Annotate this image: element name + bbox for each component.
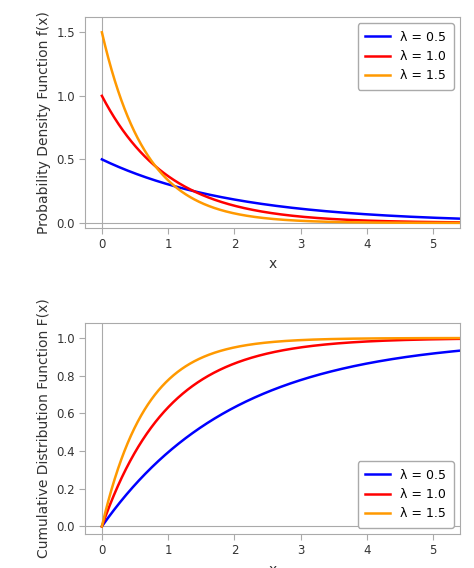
λ = 1.5 [264,215,269,222]
λ = 1.0 [447,336,452,343]
λ = 0.5 [264,389,269,396]
λ = 1.5 [457,219,463,226]
Line: λ = 1.0: λ = 1.0 [102,96,460,222]
λ = 1.0 [264,350,269,357]
λ = 1.5 [447,335,452,341]
Line: λ = 0.5: λ = 0.5 [102,350,460,527]
λ = 1.0 [447,219,452,225]
λ = 0.5 [447,348,452,355]
Legend: λ = 0.5, λ = 1.0, λ = 1.5: λ = 0.5, λ = 1.0, λ = 1.5 [357,461,454,528]
λ = 0.5 [99,523,105,530]
Line: λ = 0.5: λ = 0.5 [102,160,460,219]
λ = 0.5 [99,156,105,163]
λ = 1.5 [447,219,452,226]
X-axis label: x: x [268,563,277,568]
λ = 1.0 [447,336,452,343]
λ = 1.5 [447,219,452,226]
λ = 0.5 [457,347,463,354]
Y-axis label: Probability Density Function f(x): Probability Density Function f(x) [36,11,51,234]
λ = 1.0 [99,93,105,99]
λ = 0.5 [381,357,386,364]
λ = 1.0 [273,210,279,217]
Line: λ = 1.0: λ = 1.0 [102,339,460,527]
λ = 1.0 [117,478,123,485]
λ = 1.0 [273,348,279,355]
λ = 1.0 [381,218,386,224]
X-axis label: x: x [268,257,277,271]
λ = 1.5 [99,523,105,530]
λ = 1.5 [381,219,386,226]
λ = 1.0 [264,209,269,216]
λ = 1.5 [381,335,386,342]
Y-axis label: Cumulative Distribution Function F(x): Cumulative Distribution Function F(x) [36,299,51,558]
Line: λ = 1.5: λ = 1.5 [102,338,460,527]
λ = 1.5 [117,459,123,466]
λ = 1.5 [264,339,269,346]
λ = 1.5 [457,335,463,341]
λ = 1.5 [117,93,123,100]
λ = 1.0 [381,337,386,344]
Line: λ = 1.5: λ = 1.5 [102,32,460,223]
λ = 1.0 [457,219,463,225]
Legend: λ = 0.5, λ = 1.0, λ = 1.5: λ = 0.5, λ = 1.0, λ = 1.5 [357,23,454,90]
λ = 0.5 [447,215,452,222]
λ = 0.5 [381,212,386,219]
λ = 1.0 [447,219,452,225]
λ = 1.0 [117,123,123,130]
λ = 1.5 [273,339,279,345]
λ = 0.5 [447,348,452,355]
λ = 0.5 [447,215,452,222]
λ = 1.0 [457,336,463,343]
λ = 0.5 [457,215,463,222]
λ = 1.0 [99,523,105,530]
λ = 1.5 [273,216,279,223]
λ = 0.5 [273,202,279,209]
λ = 0.5 [117,499,123,506]
λ = 0.5 [273,385,279,392]
λ = 1.5 [99,29,105,36]
λ = 1.5 [447,335,452,341]
λ = 0.5 [117,164,123,171]
λ = 0.5 [264,201,269,208]
